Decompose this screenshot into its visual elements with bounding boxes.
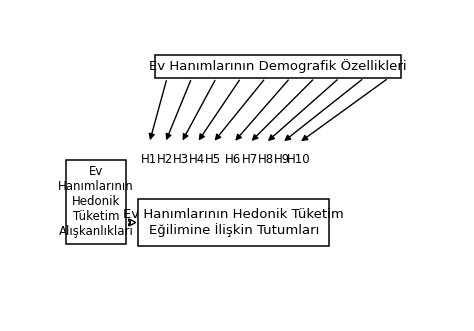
Text: H4: H4 xyxy=(189,153,205,166)
Text: H10: H10 xyxy=(287,153,310,166)
FancyBboxPatch shape xyxy=(155,55,401,78)
Text: H8: H8 xyxy=(258,153,274,166)
Text: H7: H7 xyxy=(241,153,258,166)
FancyBboxPatch shape xyxy=(66,160,127,244)
Text: H6: H6 xyxy=(225,153,241,166)
Text: H2: H2 xyxy=(157,153,173,166)
Text: H1: H1 xyxy=(141,153,157,166)
Text: Ev Hanımlarının Hedonik Tüketim
Eğilimine İlişkin Tutumları: Ev Hanımlarının Hedonik Tüketim Eğilimin… xyxy=(123,208,344,237)
Text: Ev
Hanımlarının
Hedonik
Tüketim
Alışkanlıkları: Ev Hanımlarının Hedonik Tüketim Alışkanl… xyxy=(58,165,134,238)
Text: H3: H3 xyxy=(173,153,189,166)
FancyBboxPatch shape xyxy=(138,199,329,246)
Text: Ev Hanımlarının Demografik Özellikleri: Ev Hanımlarının Demografik Özellikleri xyxy=(149,60,407,73)
Text: H9: H9 xyxy=(274,153,290,166)
Text: H5: H5 xyxy=(205,153,221,166)
